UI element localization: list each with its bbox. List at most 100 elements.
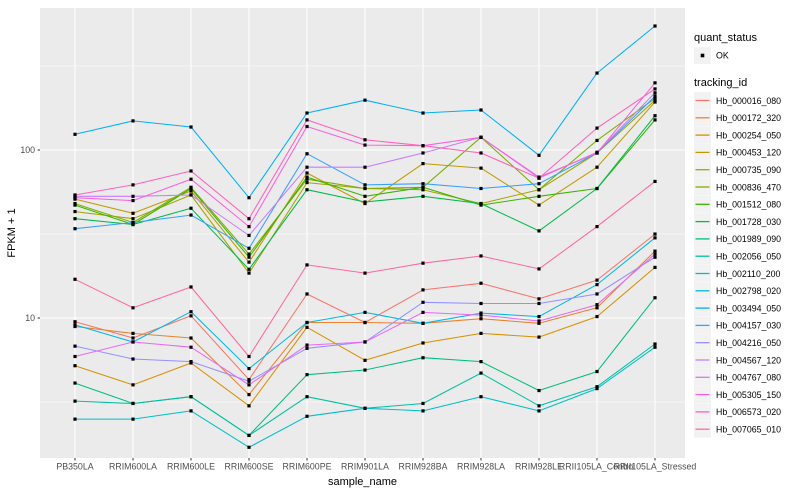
data-point [73, 344, 77, 348]
data-point [131, 198, 135, 203]
data-point [131, 183, 135, 187]
data-point [479, 281, 483, 285]
data-point [363, 406, 367, 410]
data-point [595, 126, 599, 130]
legend-label-tracking-id: Hb_004216_050 [716, 338, 781, 348]
data-point [189, 193, 193, 197]
legend-label-tracking-id: Hb_000016_080 [716, 96, 781, 106]
data-point [595, 314, 599, 319]
data-point [653, 94, 657, 98]
data-point [421, 409, 425, 413]
data-point [305, 346, 309, 350]
data-point [305, 171, 309, 175]
data-point [421, 151, 425, 155]
data-point [73, 277, 77, 281]
data-point [189, 186, 193, 191]
data-point [131, 331, 135, 335]
legend-label-tracking-id: Hb_002056_050 [716, 252, 781, 262]
data-point [537, 301, 541, 306]
data-point [247, 233, 251, 238]
data-point [189, 310, 193, 314]
data-point [653, 114, 657, 118]
data-point [421, 341, 425, 345]
legend-label-ok: OK [716, 51, 729, 61]
data-point [305, 124, 309, 129]
data-point [305, 152, 309, 156]
data-point [421, 111, 425, 115]
data-point [247, 267, 251, 271]
data-point [595, 138, 599, 143]
data-point [131, 383, 135, 387]
legend-label-tracking-id: Hb_001728_030 [716, 217, 781, 227]
data-point [363, 358, 367, 362]
data-point [653, 98, 657, 102]
data-point [363, 271, 367, 275]
data-point [247, 366, 251, 371]
data-point [247, 246, 251, 250]
data-point [653, 100, 657, 104]
x-tick-label: RRIM600PE [283, 462, 332, 472]
data-point [537, 188, 541, 192]
data-point [305, 373, 309, 377]
data-point [247, 260, 251, 264]
data-point [421, 401, 425, 406]
legend-label-tracking-id: Hb_004157_030 [716, 321, 781, 331]
data-point [479, 371, 483, 375]
data-point [479, 301, 483, 306]
x-tick-label: RRIM600SE [225, 462, 274, 472]
data-point [595, 224, 599, 229]
data-point [653, 249, 657, 253]
data-point [189, 360, 193, 364]
data-point [305, 414, 309, 418]
data-point [189, 314, 193, 318]
data-point [595, 386, 599, 391]
data-point [73, 399, 77, 403]
data-point [247, 196, 251, 200]
data-point [73, 354, 77, 359]
data-point [363, 310, 367, 314]
data-point [653, 236, 657, 240]
data-point [537, 314, 541, 319]
data-point [247, 392, 251, 397]
data-point [537, 182, 541, 186]
data-point [537, 229, 541, 233]
data-point [537, 404, 541, 408]
data-point [653, 345, 657, 349]
data-point [479, 313, 483, 317]
data-point [247, 271, 251, 275]
legend-label-tracking-id: Hb_001512_080 [716, 200, 781, 210]
data-point [363, 340, 367, 344]
data-point [73, 196, 77, 200]
data-point [479, 166, 483, 170]
data-point [73, 193, 77, 197]
data-point [653, 96, 657, 100]
data-point [595, 369, 599, 374]
data-point [189, 409, 193, 413]
data-point [421, 161, 425, 166]
data-point [653, 87, 657, 91]
data-point [73, 320, 77, 324]
data-point [653, 265, 657, 270]
data-point [247, 379, 251, 383]
data-point [131, 336, 135, 340]
data-point [363, 186, 367, 191]
data-point [537, 194, 541, 198]
data-point [131, 357, 135, 361]
data-point [247, 217, 251, 221]
data-point [189, 206, 193, 210]
data-point [73, 217, 77, 221]
data-point [537, 409, 541, 413]
data-point [363, 138, 367, 142]
data-point [653, 91, 657, 95]
data-point [131, 211, 135, 215]
data-point [653, 296, 657, 300]
legend-label-tracking-id: Hb_005305_150 [716, 390, 781, 400]
data-point [479, 135, 483, 139]
x-tick-label: RRIM600LA [109, 462, 157, 472]
x-tick-label: RRIM928BA [399, 462, 448, 472]
data-point [421, 194, 425, 198]
data-point [363, 183, 367, 187]
data-point [305, 175, 309, 179]
data-point [653, 81, 657, 85]
